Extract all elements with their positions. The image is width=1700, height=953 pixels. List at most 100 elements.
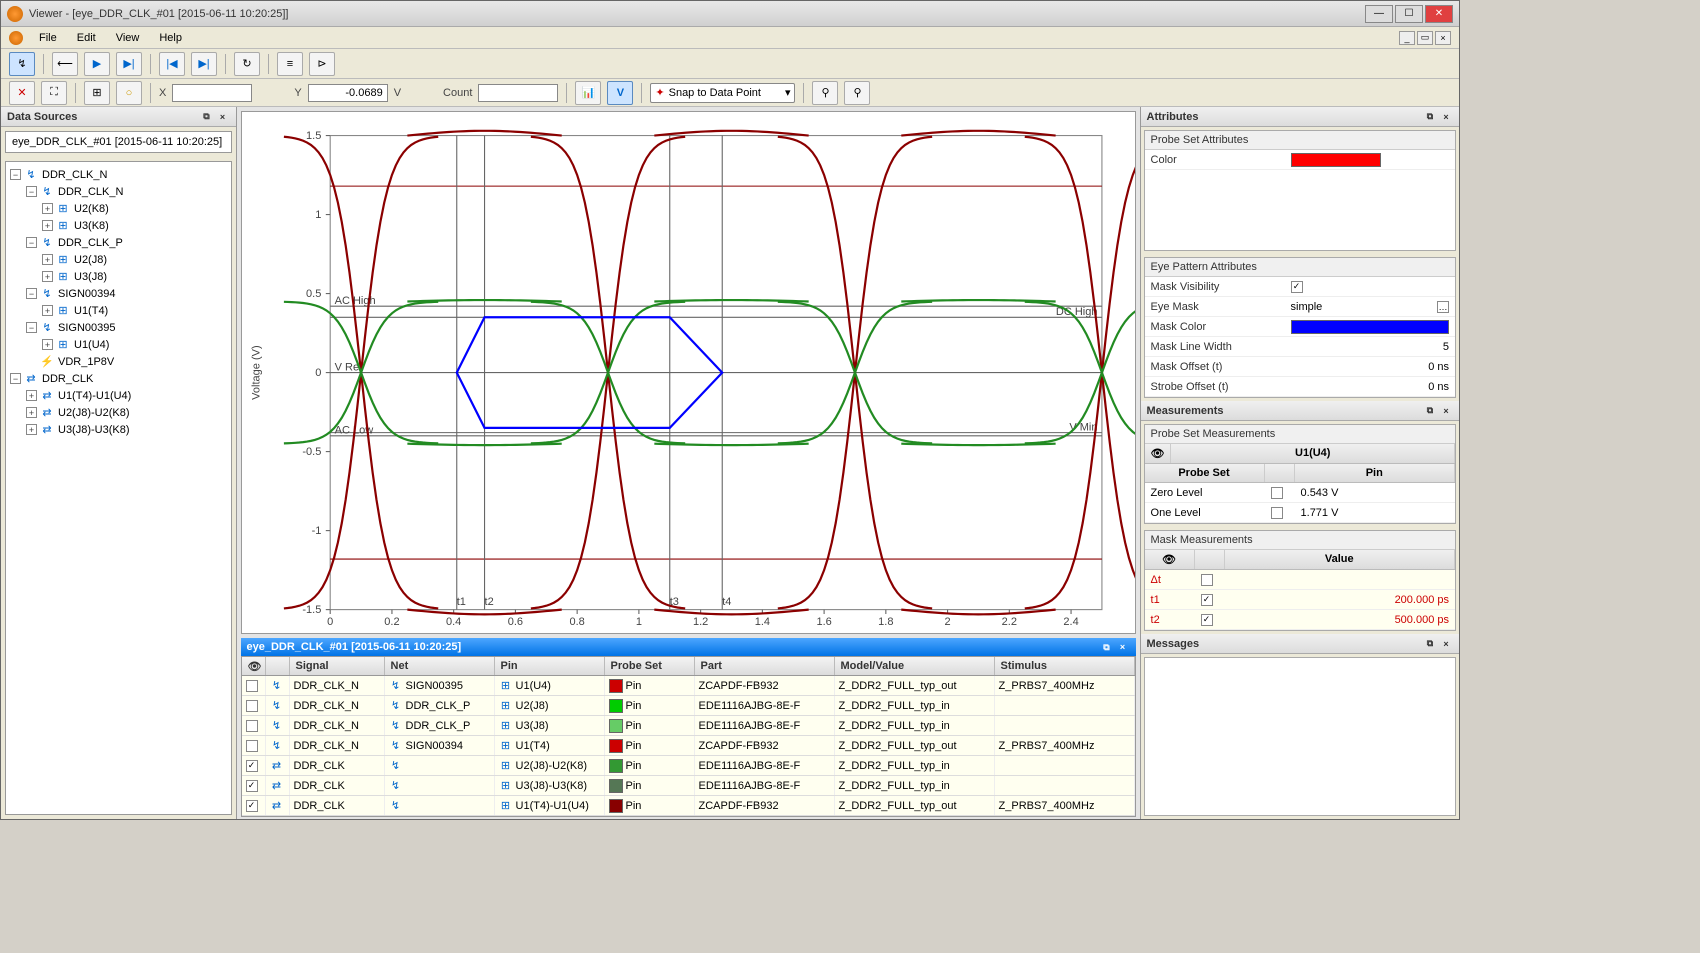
- tool-wand-a-button[interactable]: ⚲: [812, 81, 838, 105]
- msg-close-button[interactable]: ×: [1439, 637, 1453, 651]
- tool-prev-button[interactable]: ⟵: [52, 52, 78, 76]
- checkbox[interactable]: ✓: [1291, 281, 1303, 293]
- mdi-close-button[interactable]: ×: [1435, 31, 1451, 45]
- row-checkbox[interactable]: [246, 680, 258, 692]
- tree-item[interactable]: +⇄U3(J8)-U3(K8): [6, 421, 231, 438]
- row-checkbox[interactable]: ✓: [246, 780, 258, 792]
- tree-item[interactable]: −↯DDR_CLK_P: [6, 234, 231, 251]
- tool-play-button[interactable]: ▶: [84, 52, 110, 76]
- table-row[interactable]: ↯DDR_CLK_N↯SIGN00395⊞U1(U4)PinZCAPDF-FB9…: [242, 676, 1135, 696]
- menu-help[interactable]: Help: [149, 30, 192, 46]
- tree-toggle-icon[interactable]: −: [10, 373, 21, 384]
- checkbox[interactable]: [1271, 487, 1283, 499]
- menu-edit[interactable]: Edit: [67, 30, 106, 46]
- tool-tag-button[interactable]: ⊳: [309, 52, 335, 76]
- count-input[interactable]: [478, 84, 558, 102]
- tree-item[interactable]: −↯DDR_CLK_N: [6, 183, 231, 200]
- tree-toggle-icon[interactable]: −: [26, 237, 37, 248]
- table-row[interactable]: ↯DDR_CLK_N↯DDR_CLK_P⊞U3(J8)PinEDE1116AJB…: [242, 716, 1135, 736]
- table-row[interactable]: ↯DDR_CLK_N↯DDR_CLK_P⊞U2(J8)PinEDE1116AJB…: [242, 696, 1135, 716]
- tree-toggle-icon[interactable]: +: [42, 339, 53, 350]
- eye-diagram-chart[interactable]: -1.5-1-0.500.511.500.20.40.60.811.21.41.…: [241, 111, 1136, 634]
- panel-close-button[interactable]: ×: [216, 110, 230, 124]
- tree-toggle-icon[interactable]: +: [26, 407, 37, 418]
- checkbox[interactable]: ✓: [1201, 614, 1213, 626]
- table-header-cell[interactable]: Model/Value: [835, 657, 995, 675]
- table-row[interactable]: ↯DDR_CLK_N↯SIGN00394⊞U1(T4)PinZCAPDF-FB9…: [242, 736, 1135, 756]
- x-input[interactable]: [172, 84, 252, 102]
- tree-item[interactable]: −⇄DDR_CLK: [6, 370, 231, 387]
- tool-zoom-fit-button[interactable]: ✕: [9, 81, 35, 105]
- tree-toggle-icon[interactable]: +: [42, 254, 53, 265]
- checkbox[interactable]: [1271, 507, 1283, 519]
- tree-toggle-icon[interactable]: +: [42, 305, 53, 316]
- tree-item[interactable]: −↯SIGN00394: [6, 285, 231, 302]
- menu-view[interactable]: View: [106, 30, 150, 46]
- y-input[interactable]: [308, 84, 388, 102]
- table-header-cell[interactable]: Net: [385, 657, 495, 675]
- mask-color-swatch[interactable]: [1291, 320, 1449, 334]
- table-float-button[interactable]: ⧉: [1100, 640, 1114, 654]
- tree-toggle-icon[interactable]: +: [26, 424, 37, 435]
- data-source-entry[interactable]: eye_DDR_CLK_#01 [2015-06-11 10:20:25]: [5, 131, 232, 153]
- table-header-cell[interactable]: Part: [695, 657, 835, 675]
- tool-layers-button[interactable]: ≡: [277, 52, 303, 76]
- tool-chart-button[interactable]: 📊: [575, 81, 601, 105]
- tool-voltage-button[interactable]: V: [607, 81, 633, 105]
- close-button[interactable]: ✕: [1425, 5, 1453, 23]
- tree-toggle-icon[interactable]: +: [26, 390, 37, 401]
- tool-zoom-window-button[interactable]: ⛶: [41, 81, 67, 105]
- tree-item[interactable]: +⊞U2(K8): [6, 200, 231, 217]
- tool-cursor-button[interactable]: ↯: [9, 52, 35, 76]
- meas-close-button[interactable]: ×: [1439, 404, 1453, 418]
- table-header-cell[interactable]: [266, 657, 290, 675]
- tree-toggle-icon[interactable]: −: [26, 322, 37, 333]
- menu-file[interactable]: File: [29, 30, 67, 46]
- tool-marker-a-button[interactable]: ⊞: [84, 81, 110, 105]
- tool-wand-b-button[interactable]: ⚲: [844, 81, 870, 105]
- tree-toggle-icon[interactable]: −: [26, 186, 37, 197]
- table-row[interactable]: ✓⇄DDR_CLK↯⊞U2(J8)-U2(K8)PinEDE1116AJBG-8…: [242, 756, 1135, 776]
- table-header-cell[interactable]: Pin: [495, 657, 605, 675]
- ellipsis-button[interactable]: …: [1437, 301, 1449, 313]
- tool-skip-start-button[interactable]: |◀: [159, 52, 185, 76]
- tree-item[interactable]: −↯DDR_CLK_N: [6, 166, 231, 183]
- table-header-cell[interactable]: Signal: [290, 657, 385, 675]
- table-close-button[interactable]: ×: [1116, 640, 1130, 654]
- minimize-button[interactable]: —: [1365, 5, 1393, 23]
- mdi-minimize-button[interactable]: _: [1399, 31, 1415, 45]
- tree-item[interactable]: +⊞U3(K8): [6, 217, 231, 234]
- row-checkbox[interactable]: [246, 740, 258, 752]
- tree-item[interactable]: +⇄U1(T4)-U1(U4): [6, 387, 231, 404]
- tree-item[interactable]: +⊞U1(U4): [6, 336, 231, 353]
- attr-close-button[interactable]: ×: [1439, 110, 1453, 124]
- tree-item[interactable]: +⊞U3(J8): [6, 268, 231, 285]
- checkbox[interactable]: ✓: [1201, 594, 1213, 606]
- tree-item[interactable]: +⊞U2(J8): [6, 251, 231, 268]
- snap-dropdown[interactable]: ✦ Snap to Data Point ▾: [650, 83, 795, 103]
- table-header-cell[interactable]: Probe Set: [605, 657, 695, 675]
- table-row[interactable]: ✓⇄DDR_CLK↯⊞U3(J8)-U3(K8)PinEDE1116AJBG-8…: [242, 776, 1135, 796]
- msg-float-button[interactable]: ⧉: [1423, 637, 1437, 651]
- checkbox[interactable]: [1201, 574, 1213, 586]
- tool-step-button[interactable]: ▶|: [116, 52, 142, 76]
- tree-toggle-icon[interactable]: +: [42, 203, 53, 214]
- tree-item[interactable]: ⚡VDR_1P8V: [6, 353, 231, 370]
- row-checkbox[interactable]: ✓: [246, 760, 258, 772]
- tool-skip-end-button[interactable]: ▶|: [191, 52, 217, 76]
- maximize-button[interactable]: ☐: [1395, 5, 1423, 23]
- mdi-restore-button[interactable]: ▭: [1417, 31, 1433, 45]
- tree-item[interactable]: −↯SIGN00395: [6, 319, 231, 336]
- tree-toggle-icon[interactable]: −: [26, 288, 37, 299]
- tool-marker-b-button[interactable]: ○: [116, 81, 142, 105]
- attr-float-button[interactable]: ⧉: [1423, 110, 1437, 124]
- tool-refresh-button[interactable]: ↻: [234, 52, 260, 76]
- table-header-cell[interactable]: Stimulus: [995, 657, 1135, 675]
- row-checkbox[interactable]: [246, 700, 258, 712]
- color-swatch[interactable]: [1291, 153, 1381, 167]
- tree-toggle-icon[interactable]: +: [42, 271, 53, 282]
- table-header-cell[interactable]: 👁: [242, 657, 266, 675]
- table-row[interactable]: ✓⇄DDR_CLK↯⊞U1(T4)-U1(U4)PinZCAPDF-FB932Z…: [242, 796, 1135, 816]
- row-checkbox[interactable]: [246, 720, 258, 732]
- panel-float-button[interactable]: ⧉: [200, 110, 214, 124]
